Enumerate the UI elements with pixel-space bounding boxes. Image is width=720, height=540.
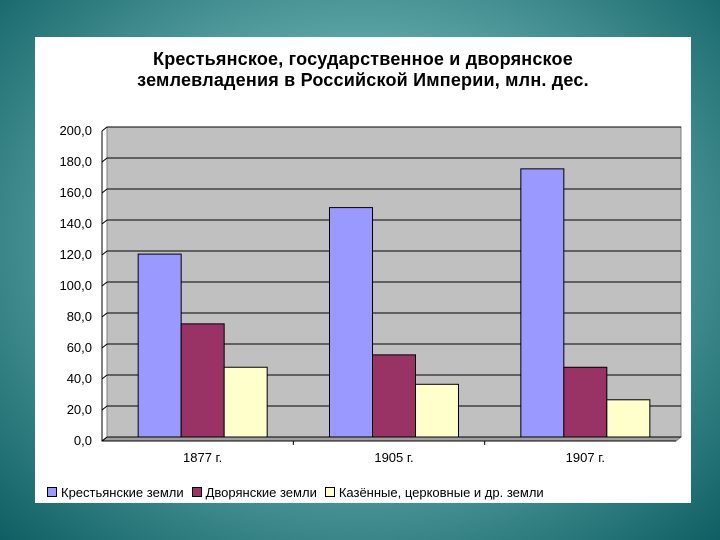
- bar: [372, 354, 416, 438]
- bar: [137, 253, 182, 438]
- gridline-depth: [101, 188, 108, 194]
- legend-label-peasant: Крестьянские земли: [61, 484, 184, 500]
- y-tick-label: 100,0: [59, 278, 92, 293]
- y-tick-label: 60,0: [67, 340, 92, 355]
- y-tick-label: 80,0: [67, 309, 92, 324]
- gridline-depth: [101, 219, 108, 225]
- legend-item-state-church: Казённые, церковные и др. земли: [324, 484, 544, 500]
- bar: [520, 168, 565, 438]
- y-tick-label: 180,0: [59, 154, 92, 169]
- gridline-depth: [101, 436, 108, 442]
- legend-swatch-peasant: [47, 487, 57, 497]
- bar: [329, 207, 373, 438]
- chart-title-line-2: землевладения в Российской Империи, млн.…: [137, 70, 589, 90]
- plot-floor: [100, 436, 683, 442]
- y-tick-label: 140,0: [59, 216, 92, 231]
- legend-swatch-state-church: [324, 487, 335, 497]
- gridline-depth: [101, 312, 108, 318]
- x-tick-label: 1877 г.: [183, 450, 222, 465]
- y-tick-label: 120,0: [59, 247, 92, 262]
- gridline-depth: [101, 281, 108, 287]
- chart-legend: Крестьянские земли Дворянские земли Казё…: [47, 484, 552, 500]
- bar: [223, 366, 268, 438]
- chart-panel: Крестьянское, государственное и дворянск…: [35, 37, 691, 503]
- gridline-depth: [101, 343, 108, 349]
- bar: [415, 383, 459, 438]
- y-tick-label: 160,0: [59, 185, 92, 200]
- gridline-depth: [101, 250, 108, 256]
- x-tick-label: 1905 г.: [374, 450, 413, 465]
- chart-title-line-1: Крестьянское, государственное и дворянск…: [153, 49, 573, 69]
- y-tick-label: 40,0: [67, 371, 92, 386]
- x-tick-label: 1907 г.: [566, 450, 605, 465]
- bar-chart: 0,0 20,0 40,0 60,0 80,0 100,0 120,0 140,0 160,0 1…: [59, 123, 683, 465]
- y-tick-label: 200,0: [59, 123, 92, 138]
- legend-label-state-church: Казённые, церковные и др. земли: [338, 484, 544, 500]
- chart-title: Крестьянское, государственное и дворянск…: [35, 49, 691, 91]
- gridline-depth: [101, 374, 108, 380]
- legend-item-peasant: Крестьянские земли: [47, 485, 184, 500]
- gridline-depth: [101, 157, 108, 163]
- y-tick-label: 0,0: [74, 433, 92, 448]
- bar: [563, 366, 608, 438]
- legend-label-noble: Дворянские земли: [205, 484, 317, 500]
- gridline-depth: [101, 405, 108, 411]
- bar: [180, 323, 225, 438]
- bar: [606, 399, 651, 438]
- y-tick-label: 20,0: [67, 402, 92, 417]
- gridline-depth: [101, 126, 108, 132]
- legend-swatch-noble: [191, 487, 202, 497]
- legend-item-noble: Дворянские земли: [191, 484, 317, 500]
